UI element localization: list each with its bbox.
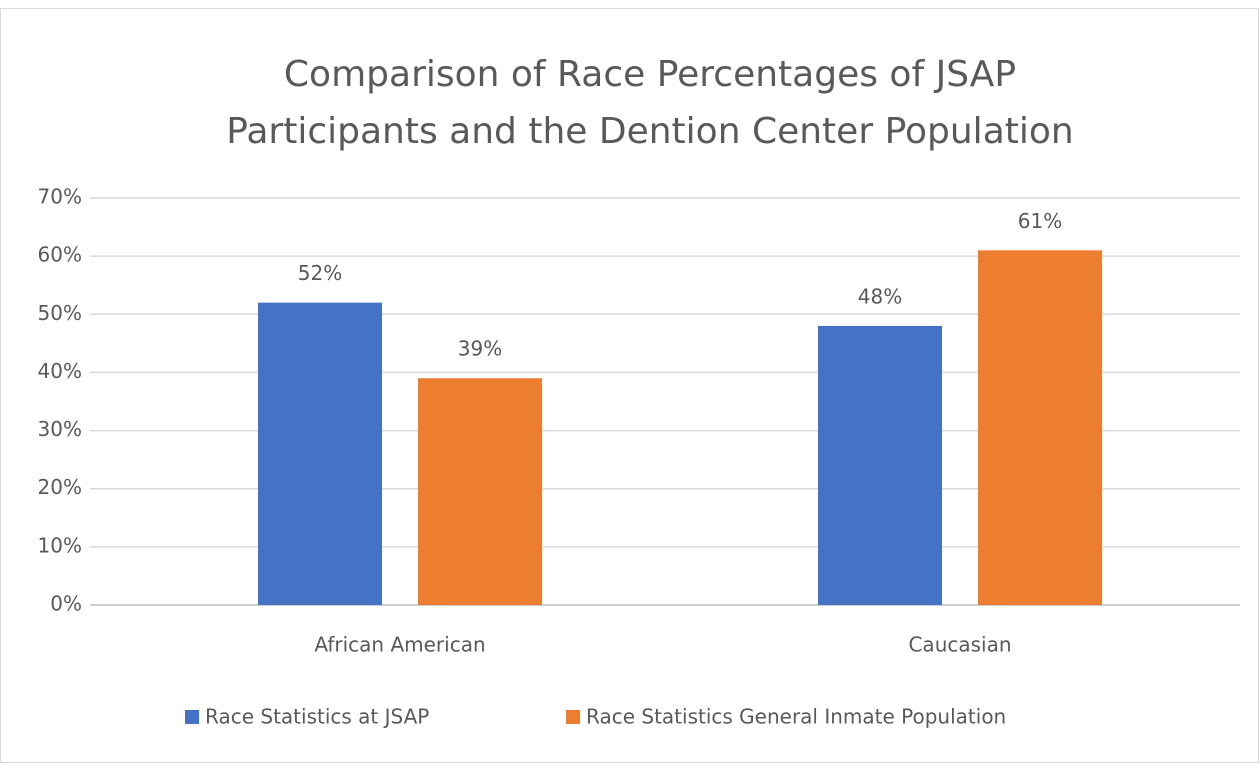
y-tick-label: 70%	[38, 185, 82, 209]
y-tick-label: 40%	[38, 359, 82, 383]
legend-label: Race Statistics General Inmate Populatio…	[586, 705, 1006, 729]
data-label: 48%	[858, 284, 902, 308]
bar	[818, 325, 942, 605]
legend-swatch	[566, 710, 580, 724]
y-tick-label: 0%	[50, 592, 82, 616]
y-tick-label: 20%	[38, 475, 82, 499]
x-tick-label: African American	[314, 633, 485, 657]
x-tick-label: Caucasian	[908, 633, 1011, 657]
data-label: 39%	[458, 337, 502, 361]
legend-label: Race Statistics at JSAP	[205, 705, 429, 729]
chart-title: Comparison of Race Percentages of JSAP	[284, 54, 1016, 95]
bar	[258, 302, 382, 605]
data-label: 52%	[298, 261, 342, 285]
chart-title: Participants and the Dention Center Popu…	[226, 111, 1073, 152]
y-tick-label: 60%	[38, 243, 82, 267]
bar	[978, 250, 1102, 606]
data-label: 61%	[1018, 209, 1062, 233]
y-tick-label: 50%	[38, 301, 82, 325]
legend-swatch	[185, 710, 199, 724]
y-tick-label: 10%	[38, 533, 82, 557]
bar	[418, 378, 542, 605]
y-tick-label: 30%	[38, 417, 82, 441]
